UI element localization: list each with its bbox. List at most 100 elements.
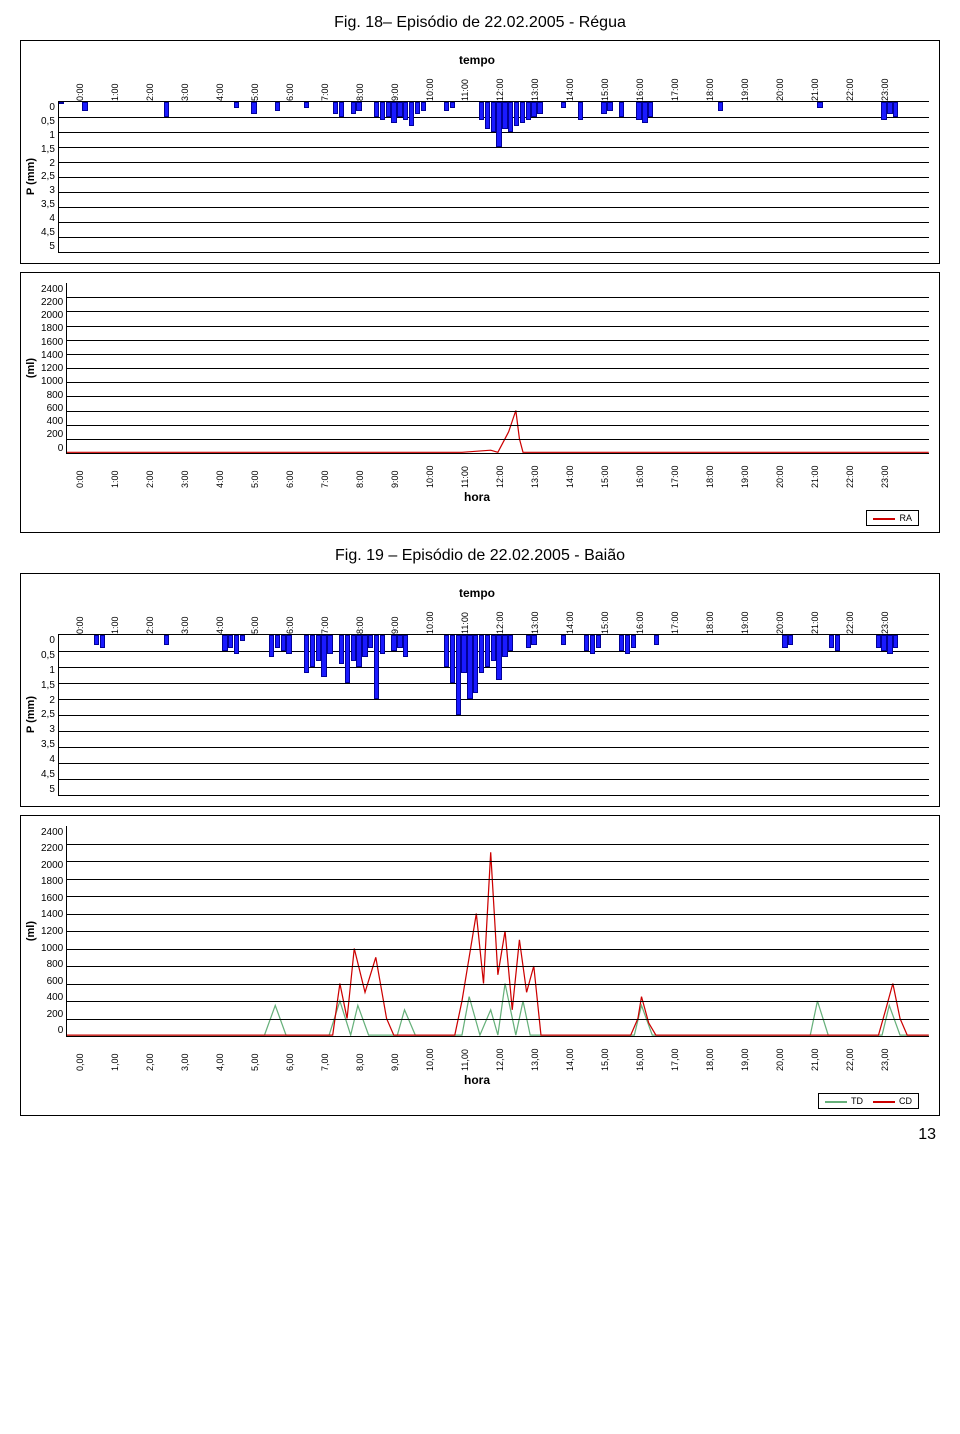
xtick: 23:00 xyxy=(880,465,890,488)
ytick: 1800 xyxy=(41,323,63,334)
ytick: 4 xyxy=(41,213,55,224)
xtick: 3,00 xyxy=(180,1053,190,1071)
bar xyxy=(881,635,886,651)
xtick: 16,00 xyxy=(635,1048,645,1071)
xtick: 14:00 xyxy=(565,465,575,488)
bar xyxy=(100,635,105,648)
ytick: 0 xyxy=(41,1025,63,1036)
xtick: 5:00 xyxy=(250,83,260,101)
xtick: 13:00 xyxy=(530,611,540,634)
xtick: 8:00 xyxy=(355,616,365,634)
bar xyxy=(275,635,280,648)
xtick: 0:00 xyxy=(75,83,85,101)
legend-item: TD xyxy=(825,1096,863,1106)
series-RA xyxy=(67,411,929,453)
bar xyxy=(782,635,787,648)
xtick: 4,00 xyxy=(215,1053,225,1071)
bar xyxy=(491,102,496,132)
bar xyxy=(485,102,490,129)
xtick: 9,00 xyxy=(390,1053,400,1071)
bar xyxy=(508,102,513,132)
bar xyxy=(473,635,478,693)
legend-label: TD xyxy=(851,1096,863,1106)
bar xyxy=(514,102,519,126)
bar xyxy=(461,635,466,673)
xtick: 17,00 xyxy=(670,1048,680,1071)
xtick: 21:00 xyxy=(810,78,820,101)
xtick: 1:00 xyxy=(110,616,120,634)
xtick: 10:00 xyxy=(425,78,435,101)
xtick: 5:00 xyxy=(250,470,260,488)
fig18-top-ylabel: P (mm) xyxy=(25,158,41,195)
bar xyxy=(648,102,653,117)
ytick: 1,5 xyxy=(41,680,55,691)
fig18-bot-plot xyxy=(66,283,929,454)
bar xyxy=(356,102,361,111)
xtick: 23:00 xyxy=(880,611,890,634)
bar xyxy=(391,102,396,123)
ytick: 0,5 xyxy=(41,116,55,127)
xtick: 19:00 xyxy=(740,611,750,634)
ytick: 1 xyxy=(41,665,55,676)
ytick: 3,5 xyxy=(41,739,55,750)
bar xyxy=(269,635,274,657)
ytick: 2000 xyxy=(41,310,63,321)
bar xyxy=(508,635,513,651)
bar xyxy=(642,102,647,123)
bar xyxy=(345,635,350,683)
bar xyxy=(531,102,536,117)
xtick: 9:00 xyxy=(390,616,400,634)
bar xyxy=(310,635,315,667)
xtick: 0:00 xyxy=(75,470,85,488)
xtick: 11:00 xyxy=(460,79,470,101)
ytick: 2 xyxy=(41,695,55,706)
ytick: 3 xyxy=(41,185,55,196)
ytick: 1000 xyxy=(41,376,63,387)
fig19-top-ylabel: P (mm) xyxy=(25,696,41,733)
legend-item: CD xyxy=(873,1096,912,1106)
xtick: 23:00 xyxy=(880,78,890,101)
page-number: 13 xyxy=(24,1126,936,1144)
bar xyxy=(286,635,291,654)
bar xyxy=(619,102,624,117)
bar xyxy=(578,102,583,120)
bar xyxy=(561,102,566,108)
xtick: 17:00 xyxy=(670,465,680,488)
ytick: 800 xyxy=(41,390,63,401)
fig18-bot-panel: (ml) 24002200200018001600140012001000800… xyxy=(20,272,940,533)
bar xyxy=(415,102,420,114)
xtick: 5,00 xyxy=(250,1053,260,1071)
xtick: 18:00 xyxy=(705,611,715,634)
ytick: 1400 xyxy=(41,350,63,361)
xtick: 13,00 xyxy=(530,1048,540,1071)
bar xyxy=(368,635,373,648)
xtick: 4:00 xyxy=(215,470,225,488)
ytick: 200 xyxy=(41,1009,63,1020)
legend-item: RA xyxy=(873,513,912,523)
xtick: 7:00 xyxy=(320,616,330,634)
bar xyxy=(450,102,455,108)
bar xyxy=(316,635,321,661)
xtick: 14:00 xyxy=(565,78,575,101)
bar xyxy=(403,102,408,120)
bar xyxy=(362,635,367,657)
fig18-top-panel: tempo 0:001:002:003:004:005:006:007:008:… xyxy=(20,40,940,264)
xtick: 18:00 xyxy=(705,465,715,488)
bar xyxy=(333,102,338,114)
bar xyxy=(584,635,589,651)
bar xyxy=(339,102,344,117)
bar xyxy=(502,635,507,657)
fig19-bot-ylabel: (ml) xyxy=(25,921,41,941)
bar xyxy=(403,635,408,657)
xtick: 0:00 xyxy=(75,616,85,634)
bar xyxy=(450,635,455,683)
bar xyxy=(502,102,507,129)
bar xyxy=(397,102,402,117)
xtick: 5:00 xyxy=(250,616,260,634)
bar xyxy=(164,635,169,645)
xtick: 23,00 xyxy=(880,1048,890,1071)
xtick: 3:00 xyxy=(180,470,190,488)
fig18-caption: Fig. 18– Episódio de 22.02.2005 - Régua xyxy=(0,14,960,32)
bar xyxy=(887,102,892,114)
ytick: 4 xyxy=(41,754,55,765)
